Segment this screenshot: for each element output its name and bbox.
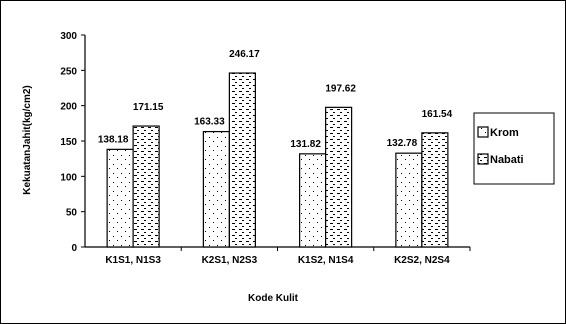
bar-krom xyxy=(395,152,423,248)
data-label-krom: 163.33 xyxy=(194,117,225,128)
y-tick-label: 50 xyxy=(66,208,78,219)
y-tick-label: 150 xyxy=(60,137,77,148)
legend-label-krom: Krom xyxy=(490,127,519,139)
data-label-krom: 138.18 xyxy=(98,134,129,145)
y-axis-title: KekuatanJahit(kg/cm2) xyxy=(22,85,33,194)
legend: Krom Nabati xyxy=(473,112,555,185)
data-label-nabati: 246.17 xyxy=(229,49,260,60)
data-label-krom: 132.78 xyxy=(387,138,418,149)
y-tick-label: 200 xyxy=(60,102,77,113)
bar-nabati xyxy=(228,72,256,248)
legend-label-nabati: Nabati xyxy=(490,154,524,166)
bar-nabati xyxy=(325,106,353,248)
bar-krom xyxy=(106,148,134,248)
x-tick-label: K2S2, N2S4 xyxy=(394,255,450,266)
y-tick-label: 100 xyxy=(60,172,77,183)
data-label-nabati: 171.15 xyxy=(133,102,164,113)
x-tick-label: K2S1, N2S3 xyxy=(202,255,258,266)
legend-box xyxy=(473,112,555,185)
bar-nabati xyxy=(132,125,160,248)
y-tick-label: 0 xyxy=(71,243,77,254)
x-tick-label: K1S2, N1S4 xyxy=(298,255,354,266)
bar-krom xyxy=(202,130,230,248)
data-label-nabati: 161.54 xyxy=(422,109,453,120)
x-tick-label: K1S1, N1S3 xyxy=(105,255,161,266)
bar-krom xyxy=(299,153,327,248)
bar-nabati xyxy=(421,132,449,248)
x-axis-title: Kode Kulit xyxy=(248,293,299,304)
y-tick-label: 300 xyxy=(60,31,77,42)
legend-swatch-krom xyxy=(477,126,489,138)
y-tick-label: 250 xyxy=(60,66,77,77)
legend-swatch-nabati xyxy=(477,153,489,165)
data-label-krom: 131.82 xyxy=(290,139,321,150)
data-label-nabati: 197.62 xyxy=(325,83,356,94)
